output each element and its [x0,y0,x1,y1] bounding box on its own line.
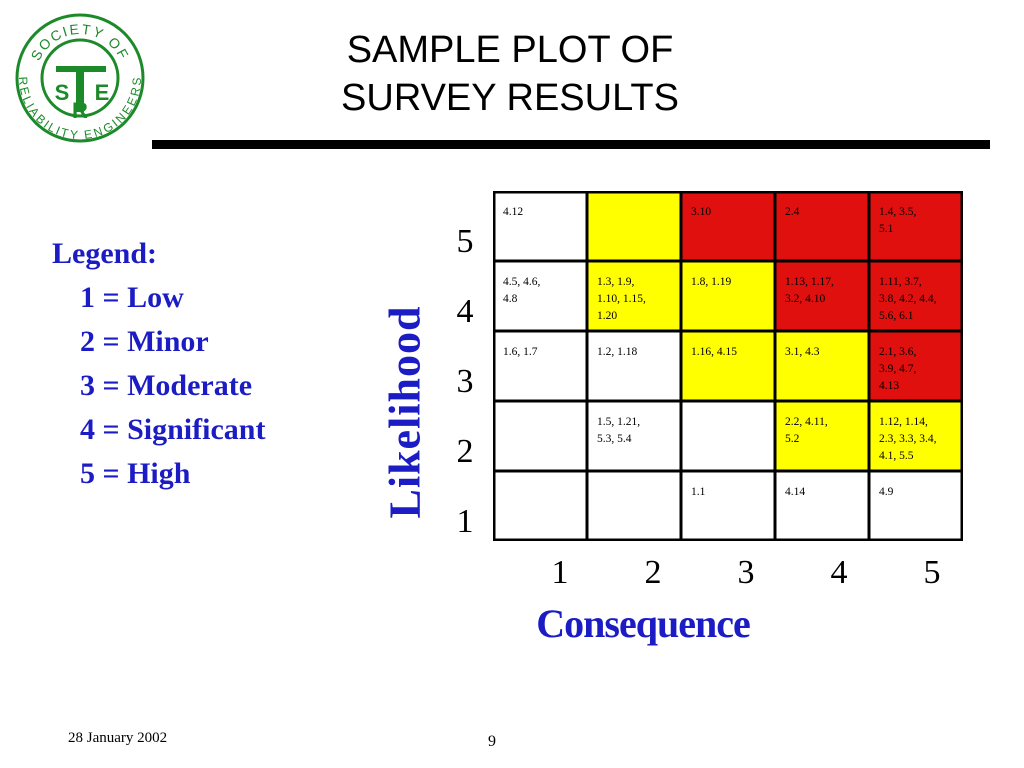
title-divider [152,140,990,149]
legend-item-low: 1 = Low [80,281,184,314]
matrix-cell-l2-c1 [493,401,587,471]
matrix-cell-l4-c1 [493,261,587,331]
logo-letter-r: R [72,98,88,123]
x-tick-1: 1 [551,554,569,591]
matrix-cell-items-l5-c5: 1.4, 3.5, 5.1 [879,206,917,235]
matrix-cell-l2-c4 [775,401,869,471]
logo-letter-e: E [95,80,110,105]
matrix-cell-items-l3-c1: 1.6, 1.7 [503,346,538,358]
matrix-cell-items-l3-c4: 3.1, 4.3 [785,346,820,358]
matrix-cell-items-l5-c3: 3.10 [691,206,712,218]
matrix-cell-l5-c5 [869,191,963,261]
legend: Legend: 1 = Low 2 = Minor 3 = Moderate 4… [52,232,265,496]
matrix-cell-l2-c3 [681,401,775,471]
x-axis-label: Consequence [536,601,750,646]
matrix-cell-items-l3-c5: 2.1, 3.6, 3.9, 4.7, 4.13 [879,346,917,392]
x-tick-4: 4 [830,554,848,591]
logo-letter-s: S [55,80,70,105]
logo-t-shape [56,66,106,112]
matrix-cell-items-l4-c2: 1.3, 1.9, 1.10, 1.15, 1.20 [597,276,646,322]
y-tick-5: 5 [456,223,474,260]
matrix-cell-items-l4-c4: 1.13, 1.17, 3.2, 4.10 [785,276,834,305]
x-tick-5: 5 [923,554,941,591]
matrix-cell-items-l2-c2: 1.5, 1.21, 5.3, 5.4 [597,416,641,445]
matrix-cell-items-l2-c4: 2.2, 4.11, 5.2 [785,416,828,445]
matrix-cell-l4-c3 [681,261,775,331]
matrix-cell-l3-c2 [587,331,681,401]
matrix-cell-items-l5-c4: 2.4 [785,206,800,218]
legend-item-moderate: 3 = Moderate [80,369,253,402]
matrix-cell-l1-c4 [775,471,869,541]
legend-item-high: 5 = High [80,457,191,490]
society-logo: SOCIETY OF RELIABILITY ENGINEERS S R E [14,12,146,144]
x-tick-2: 2 [644,554,662,591]
matrix-cell-items-l2-c5: 1.12, 1.14, 2.3, 3.3, 3.4, 4.1, 5.5 [879,416,937,462]
legend-title: Legend: [52,237,157,270]
matrix-cell-l4-c5 [869,261,963,331]
slide-title: SAMPLE PLOT OF SURVEY RESULTS [230,26,790,122]
matrix-cell-l2-c5 [869,401,963,471]
y-tick-2: 2 [456,433,474,470]
y-tick-4: 4 [456,293,474,330]
matrix-cell-items-l3-c2: 1.2, 1.18 [597,346,638,358]
matrix-cell-items-l5-c1: 4.12 [503,206,524,218]
matrix-cell-l5-c4 [775,191,869,261]
legend-item-significant: 4 = Significant [80,413,266,446]
logo-outer-ring [15,13,145,143]
matrix-cell-items-l4-c5: 1.11, 3.7, 3.8, 4.2, 4.4, 5.6, 6.1 [879,276,937,322]
matrix-cell-items-l4-c3: 1.8, 1.19 [691,276,732,288]
matrix-cell-l5-c3 [681,191,775,261]
logo-inner-ring [40,38,120,118]
matrix-cell-items-l1-c3: 1.1 [691,486,706,498]
matrix-cell-l1-c3 [681,471,775,541]
matrix-cell-l5-c2 [587,191,681,261]
matrix-cell-l3-c1 [493,331,587,401]
matrix-cell-l5-c1 [493,191,587,261]
matrix-cell-l1-c2 [587,471,681,541]
x-tick-3: 3 [737,554,755,591]
y-axis-label: Likelihood [380,305,430,519]
matrix-cell-l3-c3 [681,331,775,401]
slide-title-line-2: SURVEY RESULTS [341,77,679,119]
page-number: 9 [488,733,496,750]
risk-matrix-svg [493,191,963,541]
matrix-cell-items-l4-c1: 4.5, 4.6, 4.8 [503,276,541,305]
matrix-cell-l2-c2 [587,401,681,471]
matrix-cell-items-l1-c4: 4.14 [785,486,806,498]
risk-matrix: 4.12 3.10 2.4 1.4, 3.5, 5.1 4.5, 4.6, 4.8 1.3… [493,191,963,541]
y-tick-3: 3 [456,363,474,400]
matrix-cell-l3-c5 [869,331,963,401]
matrix-cell-l1-c1 [493,471,587,541]
matrix-cell-l4-c2 [587,261,681,331]
matrix-cell-l3-c4 [775,331,869,401]
slide-title-line-1: SAMPLE PLOT OF [346,29,674,71]
matrix-cell-l1-c5 [869,471,963,541]
matrix-cell-l4-c4 [775,261,869,331]
slide-date: 28 January 2002 [68,730,168,746]
matrix-cell-items-l3-c3: 1.16, 4.15 [691,346,737,358]
matrix-cell-items-l1-c5: 4.9 [879,486,894,498]
y-tick-1: 1 [456,503,474,540]
legend-item-minor: 2 = Minor [80,325,209,358]
